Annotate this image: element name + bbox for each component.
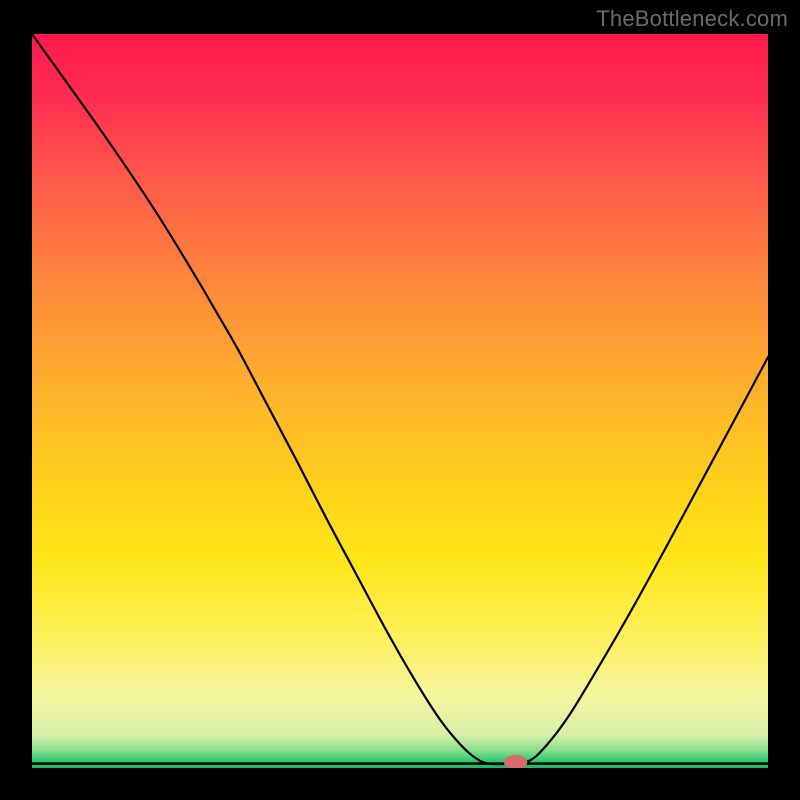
watermark-text: TheBottleneck.com — [596, 6, 788, 32]
chart-plot-area — [32, 34, 768, 768]
chart-svg — [32, 34, 768, 768]
chart-background — [32, 34, 768, 768]
